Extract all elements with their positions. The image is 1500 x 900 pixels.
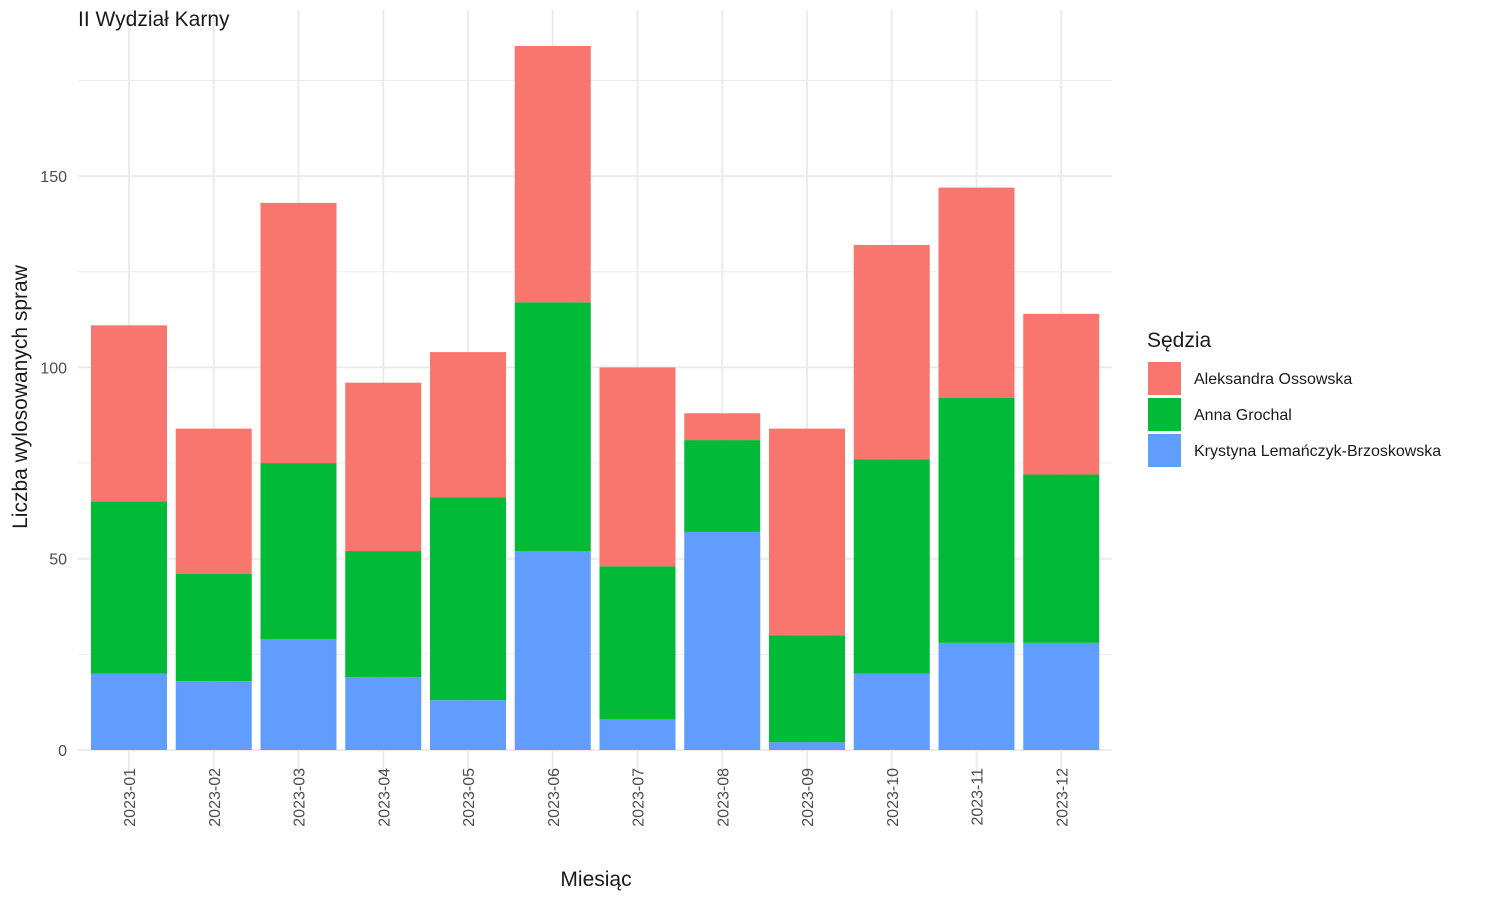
y-tick-label: 0 <box>58 743 67 760</box>
bar-segment <box>175 681 252 750</box>
bar-segment <box>345 677 422 750</box>
bar-segment <box>1023 642 1100 750</box>
bar-segment <box>430 352 506 498</box>
x-tick-label: 2023-06 <box>546 768 563 827</box>
bar-segment <box>1023 474 1100 643</box>
legend-swatch <box>1148 434 1181 467</box>
bar-segment <box>684 440 761 532</box>
y-axis-title: Liczba wylosowanych spraw <box>9 264 32 529</box>
legend-label: Aleksandra Ossowska <box>1194 371 1352 388</box>
bar-segment <box>853 459 930 674</box>
bar-segment <box>514 302 591 552</box>
legend-title: Sędzia <box>1147 329 1212 352</box>
bar-segment <box>260 463 337 640</box>
x-tick-label: 2023-07 <box>631 768 648 827</box>
chart-title: II Wydział Karny <box>78 8 230 31</box>
bar-segment <box>91 673 167 750</box>
x-tick-label: 2023-04 <box>376 768 393 827</box>
y-tick-label: 50 <box>49 552 67 569</box>
bar-segment <box>853 673 930 750</box>
bar-segment <box>769 428 845 636</box>
bar-segment <box>345 382 422 552</box>
x-tick-label: 2023-05 <box>461 768 478 827</box>
bars <box>91 46 1100 750</box>
bar-segment <box>345 551 422 678</box>
bar-segment <box>769 635 845 743</box>
bar-segment <box>1023 313 1100 475</box>
bar-segment <box>260 202 337 464</box>
legend-swatch <box>1148 362 1181 395</box>
bar-segment <box>514 46 591 303</box>
legend-label: Krystyna Lemańczyk-Brzoskowska <box>1194 443 1441 460</box>
legend: Sędzia Aleksandra Ossowska Anna Grochal Kr… <box>1147 329 1441 467</box>
x-tick-label: 2023-11 <box>970 768 987 826</box>
bar-segment <box>853 244 930 460</box>
y-tick-label: 150 <box>40 169 67 186</box>
axes: 0 50 100 150 2023-01 2023-02 2023-03 2023-04 202… <box>40 169 1071 827</box>
bar-segment <box>91 325 167 502</box>
x-tick-label: 2023-09 <box>800 768 817 827</box>
bar-segment <box>430 497 506 701</box>
bar-segment <box>260 639 337 750</box>
bar-segment <box>175 428 252 575</box>
bar-segment <box>175 574 252 682</box>
bar-segment <box>769 742 845 750</box>
x-tick-label: 2023-03 <box>292 768 309 827</box>
x-tick-label: 2023-10 <box>885 768 902 827</box>
bar-segment <box>514 551 591 750</box>
bar-segment <box>599 367 676 567</box>
legend-label: Anna Grochal <box>1194 407 1292 424</box>
x-tick-label: 2023-12 <box>1054 768 1071 827</box>
legend-swatch <box>1148 398 1181 431</box>
bar-segment <box>684 413 761 441</box>
x-axis-title: Miesiąc <box>560 868 631 891</box>
x-tick-label: 2023-02 <box>207 768 224 827</box>
bar-segment <box>938 398 1015 643</box>
bar-segment <box>430 700 506 750</box>
bar-segment <box>938 642 1015 750</box>
bar-segment <box>91 501 167 674</box>
y-tick-label: 100 <box>40 360 67 377</box>
bar-segment <box>938 187 1015 399</box>
x-tick-label: 2023-01 <box>122 768 139 827</box>
bar-segment <box>599 566 676 720</box>
legend-items: Aleksandra Ossowska Anna Grochal Krystyna … <box>1148 362 1441 467</box>
bar-segment <box>599 719 676 750</box>
bar-segment <box>684 531 761 750</box>
x-tick-label: 2023-08 <box>715 768 732 827</box>
